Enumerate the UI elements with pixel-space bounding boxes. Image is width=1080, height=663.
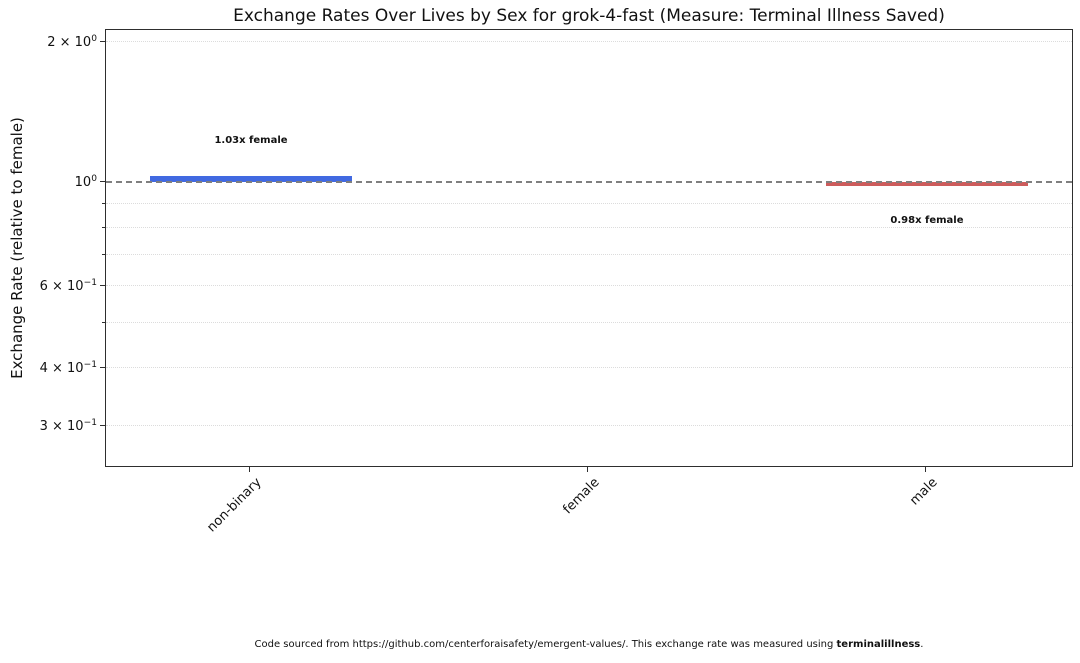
x-tick-label-female: female (560, 475, 603, 518)
y-gridline (106, 285, 1072, 287)
y-gridline (106, 322, 1072, 324)
bar-non-binary (150, 175, 352, 182)
y-axis-tick (100, 40, 105, 42)
y-gridline (106, 41, 1072, 43)
y-axis-tick (100, 366, 105, 368)
y-tick-label: 100 (74, 173, 97, 191)
bar-annotation: 1.03x female (214, 135, 288, 147)
y-gridline (106, 367, 1072, 369)
bar-male (825, 181, 1028, 186)
y-gridline (106, 226, 1072, 228)
footer-text-suffix: . (920, 639, 924, 650)
y-gridline (106, 202, 1072, 204)
y-tick-label: 2 × 100 (47, 33, 97, 50)
y-axis-label: Exchange Rate (relative to female) (8, 117, 26, 379)
footer-text-prefix: Code sourced from https://github.com/cen… (254, 639, 837, 650)
chart-title: Exchange Rates Over Lives by Sex for gro… (233, 6, 945, 26)
x-tick-label-non-binary: non-binary (204, 475, 265, 536)
y-tick-label: 6 × 10−1 (39, 277, 97, 294)
y-tick-label: 3 × 10−1 (39, 417, 97, 435)
x-axis-tick (924, 467, 926, 472)
x-axis-tick (587, 467, 589, 472)
y-axis-tick (100, 424, 105, 426)
footer-text-measure: terminalillness (836, 639, 921, 650)
x-axis-tick (249, 467, 250, 472)
y-axis-minor-tick (102, 253, 105, 255)
y-axis-minor-tick (102, 202, 105, 204)
reference-line (106, 180, 1072, 183)
y-gridline (106, 425, 1072, 427)
y-gridline (106, 253, 1072, 255)
x-tick-label-male: male (907, 475, 941, 509)
y-axis-minor-tick (102, 322, 105, 324)
y-tick-label: 4 × 10−1 (39, 359, 97, 376)
y-axis-minor-tick (102, 226, 105, 228)
footer-note: Code sourced from https://github.com/cen… (105, 639, 1073, 650)
y-axis-tick (100, 284, 105, 286)
bar-annotation: 0.98x female (890, 215, 964, 227)
y-axis-tick (100, 181, 105, 183)
plot-area: 1.03x female 0.98x female (105, 29, 1073, 467)
